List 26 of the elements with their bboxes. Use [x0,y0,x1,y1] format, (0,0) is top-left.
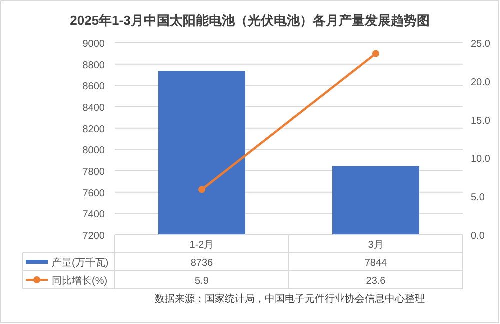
y-tick-label: 8400 [82,103,106,114]
data-label: 23.6 [366,276,386,287]
y-tick-label: 7600 [82,188,106,200]
chart-title: 2025年1-3月中国太阳能电池（光伏电池）各月产量发展趋势图 [70,13,430,28]
legend-label: 同比增长(%) [52,275,108,287]
legend-label: 产量(万千瓦) [52,257,109,269]
y-tick-label: 8600 [82,82,106,93]
x-tick-label: 3月 [368,240,384,251]
y2-tick-label: 5.0 [471,192,486,204]
y-tick-label: 8200 [82,124,106,136]
y-tick-label: 8800 [82,60,106,72]
y-tick-label: 7200 [82,231,106,242]
y2-tick-label: 20.0 [471,77,491,88]
y2-tick-label: 10.0 [471,154,491,166]
y2-tick-label: 0.0 [471,231,486,242]
y-tick-label: 7800 [82,167,106,178]
y-tick-label: 8000 [82,146,106,157]
y2-tick-label: 15.0 [471,116,491,127]
source-note: 数据来源：国家统计局，中国电子元件行业协会信息中心整理 [155,293,425,305]
y-tick-label: 7400 [82,210,106,221]
y2-tick-label: 25.0 [471,39,491,50]
y-tick-label: 9000 [82,39,106,50]
x-tick-label: 1-2月 [190,240,214,251]
data-label: 8736 [190,258,214,269]
data-label: 7844 [364,258,388,269]
data-label: 5.9 [195,276,210,287]
